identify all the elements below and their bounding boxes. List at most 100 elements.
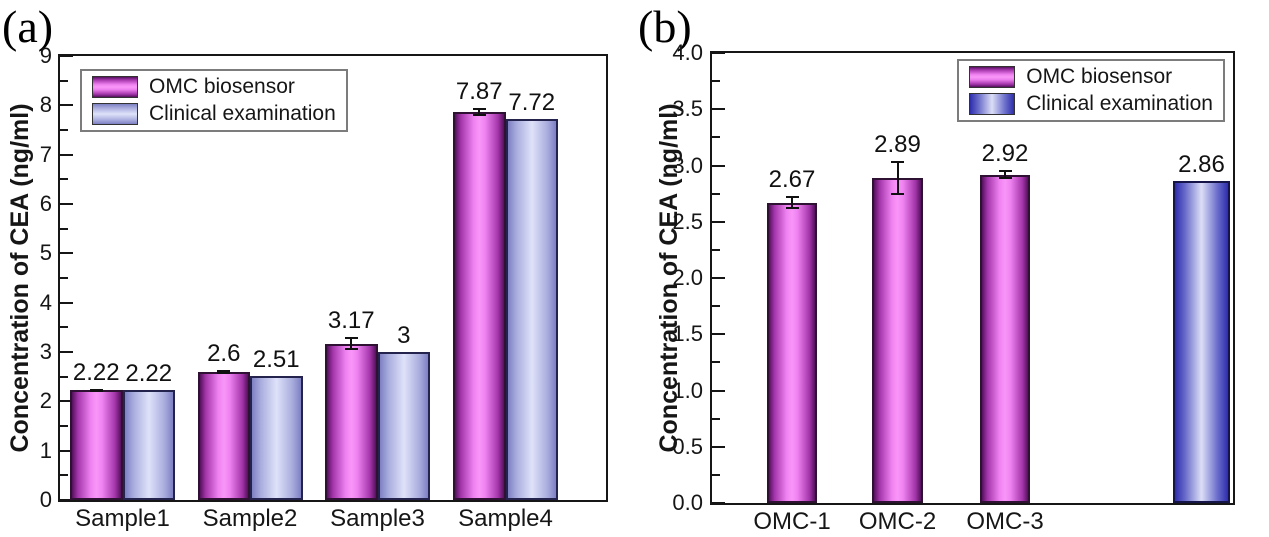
y-tick-label: 3.5 [672, 96, 703, 122]
y-major-tick [712, 52, 725, 54]
y-minor-tick [712, 417, 720, 420]
y-minor-tick [712, 473, 720, 476]
panel-a-label: (a) [2, 1, 54, 52]
panel-a-plot-area: OMC biosensor Clinical examination 2.22 2… [58, 54, 608, 502]
legend-swatch-clinical-examination [92, 103, 138, 125]
x-category-label: Sample3 [330, 505, 425, 532]
error-bar [785, 195, 799, 210]
x-category-label: Sample2 [202, 505, 298, 532]
y-tick-label: 1.5 [672, 321, 703, 347]
y-tick-label: 1 [39, 437, 52, 463]
y-tick-label: 2.0 [672, 265, 703, 290]
legend-entry-omc-biosensor: OMC biosensor [969, 65, 1213, 89]
y-major-tick [712, 108, 725, 111]
y-minor-tick [60, 79, 68, 82]
value-label: 7.87 [455, 77, 503, 105]
y-tick-label: 3.0 [672, 152, 703, 178]
y-tick-label: 1.0 [672, 377, 703, 403]
x-category-label: Sample1 [75, 505, 170, 532]
y-minor-tick [60, 326, 68, 329]
panel-a-legend: OMC biosensor Clinical examination [80, 69, 348, 132]
value-label: 2.22 [125, 360, 173, 388]
y-major-tick [60, 252, 73, 255]
panel-a-y-axis-title: Concentration of CEA (ng/ml) [6, 103, 34, 453]
legend-label-omc-biosensor: OMC biosensor [149, 75, 295, 98]
y-minor-tick [60, 474, 68, 477]
error-bar [89, 389, 103, 392]
error-bar-stem [222, 369, 225, 374]
y-major-tick [712, 277, 725, 279]
y-tick-label: 4.0 [672, 40, 703, 65]
y-tick-label: 0 [39, 487, 52, 512]
y-minor-tick [60, 129, 68, 131]
bar-omc-1 [767, 202, 817, 503]
value-label: 3 [397, 322, 411, 349]
y-minor-tick [712, 136, 720, 139]
value-label: 2.89 [874, 131, 921, 158]
value-label: 2.86 [1178, 151, 1225, 179]
value-label: 2.67 [768, 165, 816, 193]
x-category-label: OMC-1 [753, 508, 831, 535]
y-minor-tick [60, 425, 68, 427]
legend-label-clinical-examination: Clinical examination [1026, 92, 1213, 115]
x-category-label: OMC-2 [858, 508, 937, 535]
y-minor-tick [712, 305, 720, 308]
bar-omc-biosensor [325, 343, 378, 500]
value-label: 2.92 [981, 140, 1029, 167]
error-bar-stem [95, 389, 98, 392]
y-major-tick [60, 104, 73, 107]
legend-label-omc-biosensor: OMC biosensor [1026, 65, 1173, 88]
error-bar [217, 369, 231, 374]
value-label: 2.22 [72, 359, 120, 386]
x-category-label: OMC-3 [966, 508, 1044, 535]
value-label: 3.17 [327, 307, 375, 335]
error-bar-stem [896, 161, 899, 195]
y-major-tick [712, 502, 725, 504]
bar-clinical-examination [122, 390, 175, 500]
legend-label-clinical-examination: Clinical examination [149, 102, 336, 125]
y-tick-label: 0.0 [672, 490, 703, 515]
y-major-tick [60, 499, 73, 501]
y-major-tick [712, 445, 725, 448]
legend-entry-clinical-examination: Clinical examination [969, 92, 1213, 116]
error-bar-stem [791, 195, 793, 210]
y-tick-label: 2.5 [672, 208, 703, 234]
bar-omc-biosensor [453, 111, 506, 500]
error-bar-stem [478, 107, 481, 116]
y-tick-label: 5 [39, 240, 52, 266]
value-label: 2.51 [252, 346, 300, 374]
y-minor-tick [712, 361, 720, 364]
y-tick-label: 7 [39, 141, 52, 167]
y-minor-tick [60, 277, 68, 279]
y-tick-label: 3 [39, 339, 52, 364]
error-bar-stem [1004, 170, 1006, 179]
bar-omc-2 [872, 177, 923, 503]
y-major-tick [60, 449, 73, 452]
error-bar [891, 161, 904, 195]
bar-clinical-examination [377, 352, 430, 500]
panel-b-plot-area: OMC biosensor Clinical examination 2.67 2… [710, 51, 1235, 505]
bar-omc-3 [980, 174, 1030, 503]
y-minor-tick [60, 227, 68, 230]
y-major-tick [712, 333, 725, 336]
error-bar [998, 170, 1012, 179]
y-major-tick [60, 55, 73, 57]
y-minor-tick [712, 192, 720, 195]
bar-clinical-examination [1173, 181, 1230, 503]
y-tick-label: 0.5 [672, 433, 703, 459]
y-tick-label: 4 [39, 289, 52, 315]
y-tick-label: 6 [39, 191, 52, 216]
bar-clinical-examination [250, 376, 303, 500]
value-label: 2.6 [207, 339, 241, 367]
y-tick-label: 9 [39, 43, 52, 68]
y-minor-tick [60, 375, 68, 378]
y-major-tick [60, 203, 73, 205]
bar-clinical-examination [505, 119, 558, 500]
error-bar [344, 337, 358, 350]
bar-omc-biosensor [197, 371, 250, 500]
y-tick-label: 8 [39, 92, 52, 118]
y-minor-tick [60, 178, 68, 181]
error-bar [472, 107, 486, 116]
y-major-tick [60, 301, 73, 304]
